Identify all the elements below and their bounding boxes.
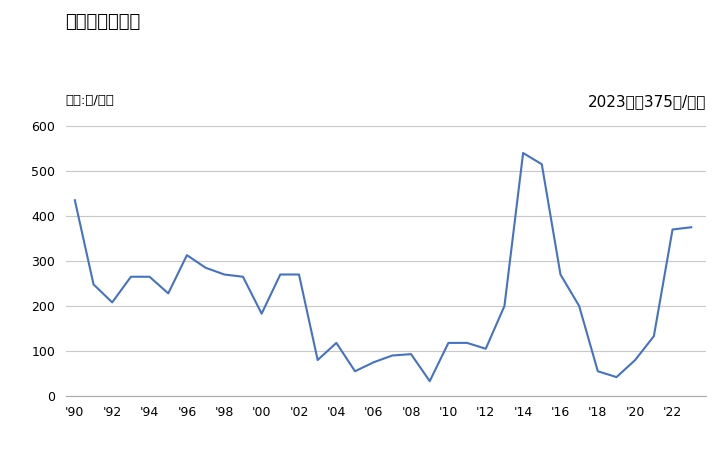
Text: 単位:円/平米: 単位:円/平米 — [66, 94, 114, 108]
Text: 2023年：375円/平米: 2023年：375円/平米 — [587, 94, 706, 109]
Text: 輸出価格の推移: 輸出価格の推移 — [66, 14, 141, 32]
